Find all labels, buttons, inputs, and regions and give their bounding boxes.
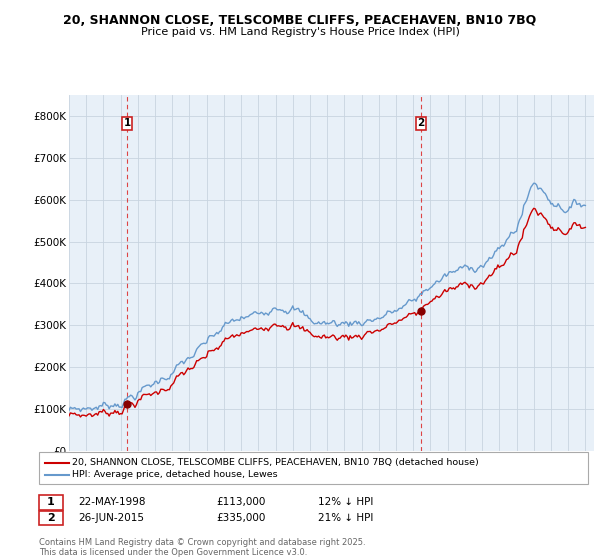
Text: 26-JUN-2015: 26-JUN-2015 (78, 513, 144, 523)
Text: 2: 2 (47, 513, 55, 523)
Text: 1: 1 (47, 497, 55, 507)
Text: Price paid vs. HM Land Registry's House Price Index (HPI): Price paid vs. HM Land Registry's House … (140, 27, 460, 37)
Text: £113,000: £113,000 (216, 497, 265, 507)
Text: 2: 2 (418, 118, 425, 128)
Text: 21% ↓ HPI: 21% ↓ HPI (318, 513, 373, 523)
Text: 20, SHANNON CLOSE, TELSCOMBE CLIFFS, PEACEHAVEN, BN10 7BQ: 20, SHANNON CLOSE, TELSCOMBE CLIFFS, PEA… (64, 14, 536, 27)
Text: 1: 1 (124, 118, 131, 128)
Text: 12% ↓ HPI: 12% ↓ HPI (318, 497, 373, 507)
Text: £335,000: £335,000 (216, 513, 265, 523)
Text: Contains HM Land Registry data © Crown copyright and database right 2025.
This d: Contains HM Land Registry data © Crown c… (39, 538, 365, 557)
Text: 22-MAY-1998: 22-MAY-1998 (78, 497, 146, 507)
Text: 20, SHANNON CLOSE, TELSCOMBE CLIFFS, PEACEHAVEN, BN10 7BQ (detached house): 20, SHANNON CLOSE, TELSCOMBE CLIFFS, PEA… (72, 458, 479, 467)
Text: HPI: Average price, detached house, Lewes: HPI: Average price, detached house, Lewe… (72, 470, 278, 479)
